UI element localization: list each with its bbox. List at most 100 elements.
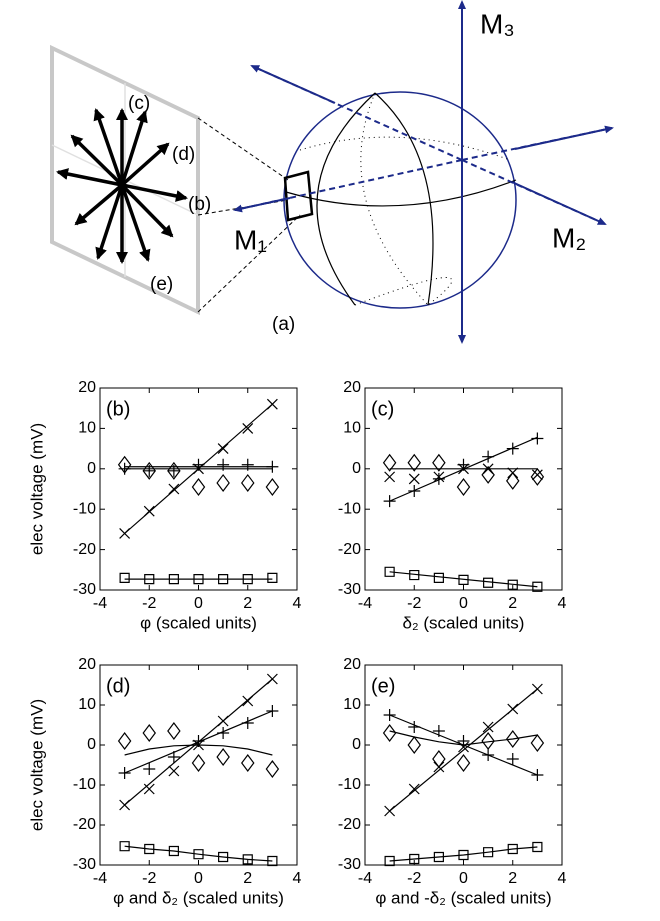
plot-frame [364,387,563,591]
y-tick-label: -10 [73,776,96,793]
fit-line [124,744,273,756]
x-tick-label: 2 [243,870,252,887]
axis-label: M₃ [480,8,515,39]
data-marker [216,748,230,766]
y-tick-label: -10 [73,500,96,517]
data-marker [408,783,420,795]
data-marker [144,843,155,855]
x-tick-label: -4 [93,870,107,887]
panel-label: (e) [371,675,395,697]
fit-line [389,571,538,588]
y-tick-label: 0 [87,460,96,477]
data-marker [167,751,180,763]
panel-label: (a) [272,314,295,335]
data-marker [217,443,229,455]
data-marker [191,477,206,496]
data-marker [193,573,204,585]
x-tick-label: 4 [558,870,567,887]
arrow-label: (e) [150,274,173,295]
equator [285,179,517,207]
data-marker [119,572,130,583]
data-marker [241,473,255,492]
x-tick-label: 4 [558,595,567,612]
fit-line [389,436,538,502]
data-marker [119,841,130,852]
arrow-label: (c) [128,93,150,114]
meridian [374,92,434,306]
y-tick-label: -10 [338,776,361,793]
data-marker [168,483,180,495]
y-tick-label: 20 [78,656,96,673]
data-marker [506,442,519,455]
data-marker [506,753,519,765]
data-marker [407,736,421,754]
data-marker [433,572,444,583]
y-tick-label: -20 [73,541,96,558]
data-marker [218,573,229,585]
data-marker [507,579,518,590]
x-tick-label: -4 [358,870,372,887]
y-tick-label: -30 [338,856,361,873]
y-tick-label: 20 [78,379,96,396]
data-marker [481,732,495,750]
data-marker [483,847,494,858]
x-tick-label: -4 [93,595,107,612]
data-marker [193,849,204,860]
hidden-lines [299,92,511,306]
data-marker [458,574,469,585]
direction-arrows [56,108,188,264]
y-tick-label: 20 [343,656,361,673]
data-marker [532,841,543,853]
y-tick-label: 10 [78,420,96,437]
x-tick-label: 2 [508,870,517,887]
panel-label: (d) [106,675,130,697]
y-tick-label: 0 [87,736,96,753]
meridian [316,92,376,306]
y-tick-label: -30 [73,581,96,598]
data-marker [481,465,495,484]
y-tick-label: 20 [343,379,361,396]
axis-label: M₁ [234,224,267,255]
y-tick-label: 0 [352,460,361,477]
y-axis-label: elec voltage (mV) [27,699,46,831]
electrode-patch [283,170,314,222]
data-marker [143,783,155,795]
fit-line [389,688,538,812]
y-tick-label: -10 [338,500,361,517]
data-marker [167,722,181,740]
data-marker [384,471,396,483]
data-marker [142,461,156,480]
data-marker [432,453,446,472]
data-marker [382,453,397,472]
x-tick-label: 2 [508,595,517,612]
data-marker [433,851,444,863]
data-marker [265,760,280,778]
data-marker [242,573,253,585]
y-tick-label: 0 [352,736,361,753]
arrow-label: (d) [172,144,195,165]
data-marker [117,455,132,474]
data-marker [142,724,156,742]
x-tick-label: 4 [293,870,302,887]
data-marker [191,754,206,772]
y-tick-label: -30 [73,856,96,873]
data-marker [242,422,254,434]
panel-label: (c) [371,398,394,420]
data-marker [384,566,395,577]
data-marker [506,730,520,748]
x-tick-label: -2 [142,870,156,887]
x-tick-label: -2 [407,870,421,887]
data-marker [432,472,445,485]
diagram: M₃ M₂ M₁ (a) (c) (d) (b) (e) [50,0,614,344]
y-tick-label: 10 [78,696,96,713]
data-marker [531,469,543,481]
data-marker [532,581,543,592]
data-marker [168,765,180,777]
data-marker [432,750,446,768]
data-marker [167,461,181,480]
data-marker [267,572,278,583]
data-marker [530,467,545,486]
